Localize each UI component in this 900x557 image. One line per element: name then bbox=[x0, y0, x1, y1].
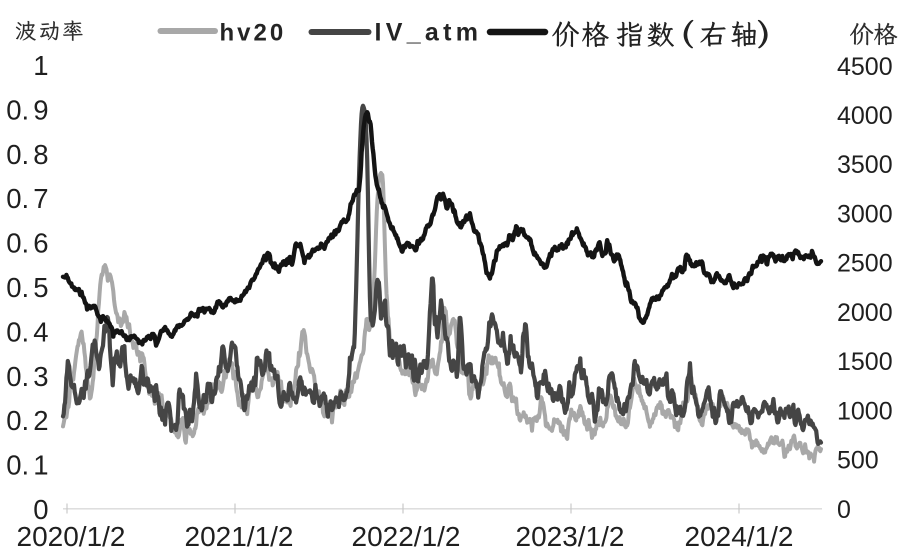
svg-text:0.1: 0. 1 bbox=[6, 450, 48, 481]
svg-text:2021/1/2: 2021/1/2 bbox=[185, 521, 294, 552]
svg-text:2500: 2500 bbox=[837, 250, 893, 278]
svg-text:4500: 4500 bbox=[837, 53, 893, 81]
svg-text:0.3: 0. 3 bbox=[6, 361, 48, 392]
svg-text:0.6: 0. 6 bbox=[6, 228, 48, 259]
svg-text:3500: 3500 bbox=[837, 151, 893, 179]
svg-text:0.8: 0. 8 bbox=[6, 139, 48, 170]
svg-text:IV_atm: IV_atm bbox=[375, 19, 483, 47]
svg-text:0.5: 0. 5 bbox=[6, 272, 48, 303]
svg-text:2023/1/2: 2023/1/2 bbox=[516, 521, 625, 552]
svg-text:0.7: 0. 7 bbox=[6, 183, 48, 214]
svg-text:500: 500 bbox=[837, 447, 879, 475]
svg-text:0: 0 bbox=[33, 494, 48, 525]
svg-text:0.9: 0. 9 bbox=[6, 94, 48, 125]
svg-text:2024/1/2: 2024/1/2 bbox=[685, 521, 794, 552]
svg-text:0: 0 bbox=[837, 496, 851, 524]
svg-text:4000: 4000 bbox=[837, 102, 893, 130]
svg-text:3000: 3000 bbox=[837, 201, 893, 229]
svg-text:2022/1/2: 2022/1/2 bbox=[352, 521, 461, 552]
svg-text:0.2: 0. 2 bbox=[6, 405, 48, 436]
svg-text:1500: 1500 bbox=[837, 348, 893, 376]
svg-text:1000: 1000 bbox=[837, 397, 893, 425]
svg-text:2020/1/2: 2020/1/2 bbox=[17, 521, 126, 552]
svg-text:hv20: hv20 bbox=[220, 19, 287, 46]
svg-text:2000: 2000 bbox=[837, 299, 893, 327]
svg-text:1: 1 bbox=[33, 50, 48, 81]
svg-text:0.4: 0. 4 bbox=[6, 316, 48, 347]
